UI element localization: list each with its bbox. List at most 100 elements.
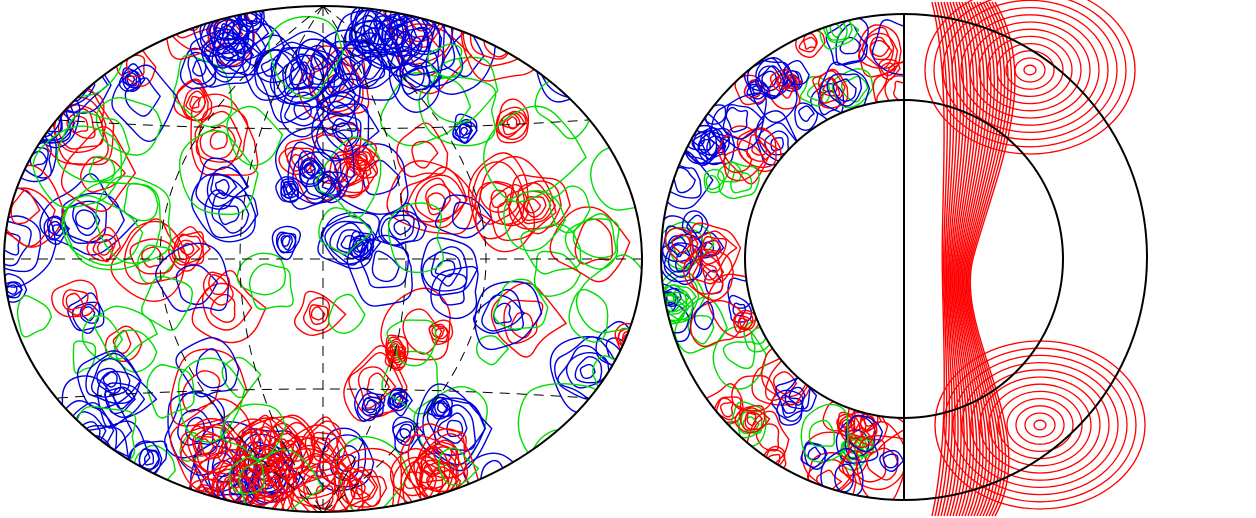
positive-contour [286, 461, 372, 512]
positive-contour [30, 444, 54, 469]
negative-contour [317, 175, 337, 196]
positive-contour [357, 366, 397, 409]
negative-contour [732, 302, 747, 317]
zero-contour [37, 438, 73, 474]
negative-contour [392, 421, 416, 446]
negative-contour [458, 123, 474, 139]
negative-contour [4, 231, 21, 256]
field-line [959, 1, 989, 517]
positive-contour [181, 370, 221, 413]
negative-contour [593, 20, 642, 82]
positive-contour [51, 279, 99, 318]
field-lobe [996, 42, 1064, 98]
negative-contour [534, 25, 601, 103]
zero-contour [141, 275, 193, 331]
positive-contour [14, 50, 39, 76]
negative-contour [71, 424, 130, 494]
negative-contour [74, 209, 97, 230]
field-line [957, 1, 985, 517]
negative-contour [761, 70, 778, 88]
positive-contour [432, 443, 453, 465]
positive-contour [22, 38, 46, 58]
positive-contour [866, 447, 899, 481]
field-lobe [933, 0, 1127, 148]
zero-contour [742, 416, 760, 433]
zero-contour [548, 185, 591, 234]
negative-contour [686, 214, 704, 234]
negative-contour [446, 419, 464, 438]
negative-contour [394, 27, 430, 68]
positive-contour [402, 308, 443, 355]
negative-contour [562, 51, 582, 69]
zero-contour [722, 341, 756, 370]
positive-contour [479, 180, 515, 213]
positive-contour [519, 6, 572, 45]
zero-contour [418, 76, 497, 147]
negative-contour [879, 449, 904, 473]
positive-contour [47, 29, 91, 76]
negative-contour [360, 32, 377, 48]
zero-contour [248, 263, 294, 311]
positive-contour [190, 93, 259, 177]
positive-contour [256, 476, 285, 501]
positive-contour [198, 438, 215, 455]
field-lobe [924, 0, 1136, 155]
zero-contour [113, 329, 158, 373]
positive-contour [79, 156, 127, 193]
zero-contour [5, 15, 101, 91]
positive-contour [392, 456, 438, 508]
zero-contour [559, 6, 642, 53]
positive-contour [872, 60, 904, 123]
negative-contour [317, 211, 380, 270]
negative-contour [113, 386, 134, 410]
negative-contour [6, 284, 18, 295]
field-line [952, 1, 972, 517]
negative-contour [788, 386, 806, 406]
positive-contour [299, 416, 347, 472]
negative-contour [387, 214, 415, 241]
negative-contour [190, 173, 257, 243]
zero-contour [427, 43, 463, 78]
shell-contours [661, 14, 904, 500]
negative-contour [549, 335, 629, 414]
positive-contour [195, 105, 249, 163]
positive-contour [104, 325, 143, 363]
positive-contour [71, 115, 89, 134]
positive-contour [21, 432, 70, 481]
negative-contour [73, 445, 106, 483]
zero-contour [236, 252, 287, 296]
negative-contour [203, 37, 246, 69]
positive-contour [6, 16, 61, 72]
right-meridional-panel [660, 0, 1148, 517]
positive-contour [302, 297, 331, 332]
negative-contour [313, 29, 388, 97]
zero-contour [229, 456, 265, 495]
negative-contour [755, 65, 785, 99]
positive-contour [425, 183, 451, 216]
positive-contour [193, 435, 218, 457]
field-line [965, 1, 1006, 517]
zero-contour [178, 129, 259, 216]
negative-contour [392, 416, 425, 454]
positive-contour [510, 311, 534, 339]
field-lobe [979, 376, 1101, 474]
negative-contour [76, 350, 142, 410]
positive-contour [746, 412, 757, 427]
negative-contour [383, 6, 464, 88]
negative-contour [310, 53, 328, 70]
projection-outline [3, 5, 643, 513]
negative-contour [201, 25, 255, 83]
negative-contour [46, 46, 71, 68]
negative-contour [24, 96, 62, 138]
negative-contour [324, 220, 372, 266]
field-lobe [997, 390, 1083, 460]
field-lobe [961, 361, 1119, 489]
zero-contour [584, 473, 610, 505]
zero-contour [94, 305, 159, 360]
negative-contour [143, 451, 155, 466]
negative-contour [34, 108, 51, 126]
field-line [953, 1, 975, 517]
field-lobe [1014, 57, 1046, 83]
positive-contour [65, 292, 84, 311]
field-line [951, 1, 968, 517]
